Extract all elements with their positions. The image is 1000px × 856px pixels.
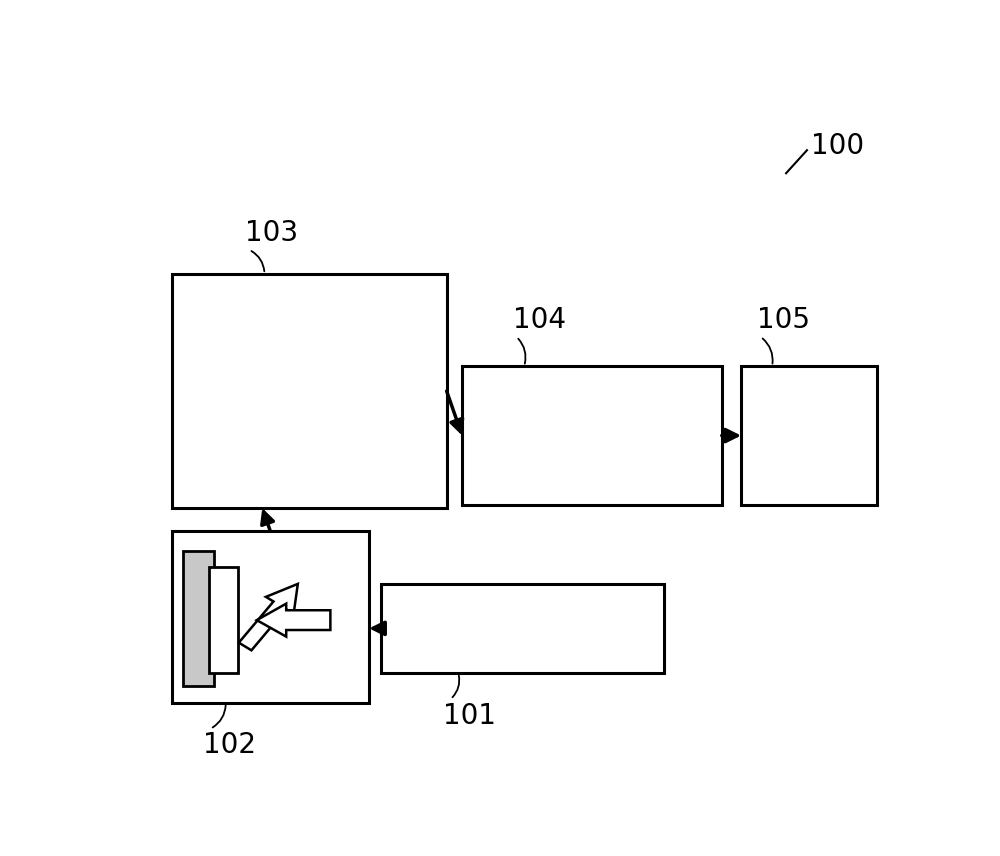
Text: 102: 102: [202, 731, 256, 759]
Bar: [183, 551, 214, 686]
FancyArrow shape: [239, 584, 298, 651]
Bar: [462, 366, 722, 505]
Text: 101: 101: [443, 702, 496, 729]
Bar: [209, 568, 238, 673]
Bar: [172, 274, 447, 508]
Text: 100: 100: [811, 132, 864, 159]
Text: 103: 103: [245, 219, 298, 247]
Bar: [172, 531, 369, 703]
Bar: [741, 366, 877, 505]
Text: 105: 105: [757, 306, 810, 334]
Text: 104: 104: [512, 306, 566, 334]
FancyArrow shape: [257, 603, 330, 637]
Bar: [381, 584, 664, 673]
